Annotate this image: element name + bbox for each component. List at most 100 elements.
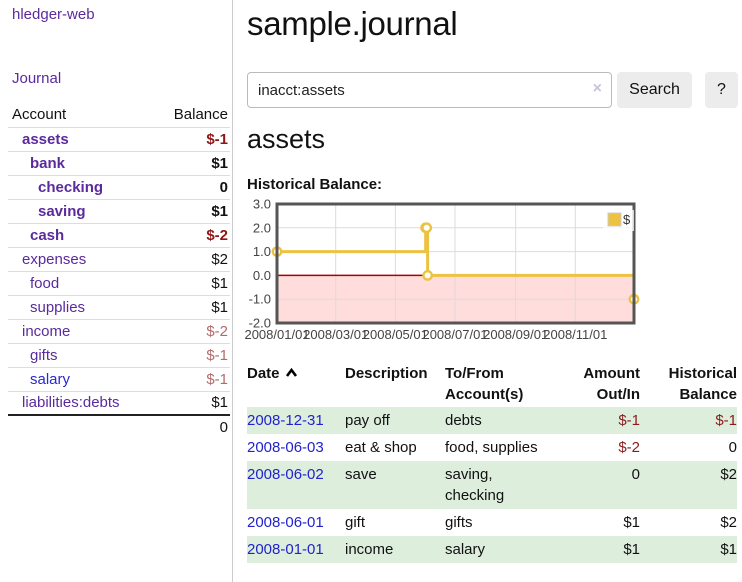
register-header-account: To/From Account(s) [445,365,524,403]
accounts-table: Account Balance assets $-1 bank $1 checking 0… [8,103,230,439]
account-row: gifts $-1 [8,343,230,368]
account-row: food $1 [8,271,230,296]
account-link[interactable]: checking [38,178,104,196]
account-row: checking 0 [8,175,230,200]
search-button[interactable]: Search [617,72,692,108]
transaction-date-link[interactable]: 2008-06-01 [247,514,324,531]
account-balance: $1 [155,271,230,296]
register-header-amount: Amount Out/In [583,365,640,403]
register-row: 2008-06-03 eat & shop food, supplies $-2 0 [247,434,737,461]
nav-journal-link[interactable]: Journal [12,70,62,87]
legend-label: $ [623,212,631,227]
register-amount-cell: $-1 [618,412,640,429]
account-row: salary $-1 [8,367,230,392]
account-name-cell: cash [8,223,156,248]
x-tick-label: 2008/11/01 [543,327,607,342]
accounts-header-account: Account [8,103,156,128]
x-tick-label: 2008/03/01 [303,327,368,342]
sort-ascending-icon[interactable] [285,367,298,378]
register-header-date[interactable]: Date [247,361,345,407]
account-link[interactable]: salary [30,370,71,388]
historical-balance-chart[interactable]: $3.0 2.0 1.0 0.0 -1.0 -2.0 2008/01/01 2008/03/0… [244,197,640,348]
account-link[interactable]: saving [38,202,86,220]
register-description-cell: pay off [345,412,390,429]
account-name-cell: bank [8,151,156,176]
register-balance-cell: $2 [720,514,737,531]
account-link[interactable]: food [30,274,60,292]
account-link[interactable]: assets [22,130,69,148]
app-title-link[interactable]: hledger-web [12,6,95,23]
transaction-date-link[interactable]: 2008-01-01 [247,541,324,558]
account-balance: $-1 [155,343,230,368]
register-amount-cell: $-2 [618,439,640,456]
accounts-total-value: 0 [155,414,230,439]
account-balance: $-2 [155,223,230,248]
register-header-date-label: Date [247,365,280,382]
register-accounts-cell: saving, checking [445,466,505,504]
x-tick-label: 2008/09/01 [483,327,548,342]
account-name-cell: gifts [8,343,156,368]
account-balance: $1 [155,199,230,224]
account-name-cell: supplies [8,295,156,320]
account-row: income $-2 [8,319,230,344]
help-button[interactable]: ? [705,72,738,108]
account-row: supplies $1 [8,295,230,320]
y-tick-label: -2.0 [249,316,271,331]
register-row: 2008-12-31 pay off debts $-1 $-1 [247,407,737,434]
main-content: sample.journal × Search ? assets Histori… [244,0,742,563]
sidebar: hledger-web Journal Account Balance asse… [0,0,233,582]
register-amount-cell: 0 [631,466,640,483]
search-input[interactable] [247,72,612,108]
account-name-cell: checking [8,175,156,200]
accounts-header-row: Account Balance [8,103,230,128]
register-balance-cell: $2 [720,466,737,483]
y-tick-label: 3.0 [253,197,271,212]
register-description-cell: income [345,541,394,558]
accounts-header-balance: Balance [155,103,230,128]
page-title: sample.journal [247,5,458,42]
account-balance: 0 [155,175,230,200]
account-balance: $1 [155,295,230,320]
account-balance: $-2 [155,319,230,344]
register-accounts-cell: gifts [445,514,473,531]
account-link[interactable]: income [22,322,71,340]
chart-svg: $3.0 2.0 1.0 0.0 -1.0 -2.02008/01/012008/03/0… [244,197,640,342]
x-tick-label: 2008/07/01 [422,327,487,342]
chart-title: Historical Balance: [247,176,383,193]
register-balance-cell: $-1 [715,412,737,429]
register-date-cell: 2008-12-31 [247,407,345,434]
register-table: Date Description To/From Account(s) Amou… [247,361,737,563]
register-date-cell: 2008-06-02 [247,461,345,509]
account-balance: $1 [155,391,230,416]
transaction-date-link[interactable]: 2008-12-31 [247,412,324,429]
account-name-cell: saving [8,199,156,224]
clear-search-icon[interactable]: × [592,80,602,97]
register-amount-cell: $1 [623,514,640,531]
account-link[interactable]: cash [30,226,65,244]
transaction-date-link[interactable]: 2008-06-03 [247,439,324,456]
register-row: 2008-06-01 gift gifts $1 $2 [247,509,737,536]
register-header-description: Description [345,365,428,382]
account-link[interactable]: gifts [30,346,58,364]
account-name-cell: expenses [8,247,156,272]
accounts-total-spacer [8,414,156,439]
account-row: liabilities:debts $1 [8,391,230,416]
data-point-marker [421,222,433,234]
account-link[interactable]: expenses [22,250,87,268]
register-description-cell: save [345,466,377,483]
account-balance: $-1 [155,367,230,392]
register-date-cell: 2008-01-01 [247,536,345,563]
account-link[interactable]: liabilities:debts [22,394,120,412]
transaction-date-link[interactable]: 2008-06-02 [247,466,324,483]
search-form: × Search ? [247,72,742,108]
data-point-marker [422,270,434,281]
account-name-cell: income [8,319,156,344]
register-description-cell: eat & shop [345,439,417,456]
account-link[interactable]: bank [30,154,66,172]
account-heading: assets [247,124,326,154]
account-link[interactable]: supplies [30,298,86,316]
register-balance-cell: 0 [728,439,737,456]
register-row: 2008-01-01 income salary $1 $1 [247,536,737,563]
account-row: expenses $2 [8,247,230,272]
y-tick-label: 1.0 [253,244,271,259]
